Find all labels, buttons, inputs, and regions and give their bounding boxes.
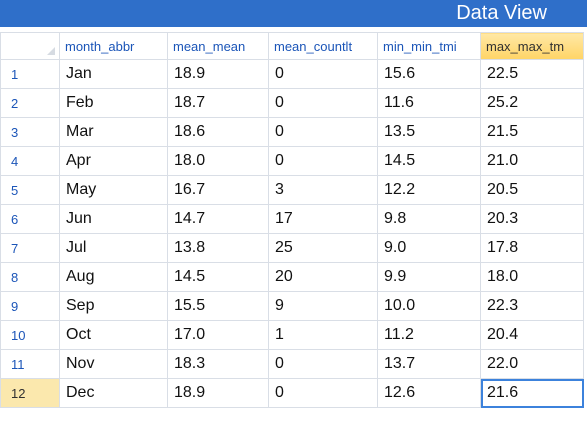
table-cell[interactable]: 17.0	[167, 320, 269, 350]
table-row: 6 Jun 14.7 17 9.8 20.3	[0, 204, 584, 234]
column-header[interactable]: month_abbr	[59, 32, 168, 60]
table-cell[interactable]: 0	[268, 117, 378, 147]
table-cell[interactable]: 20.5	[480, 175, 584, 205]
table-cell[interactable]: 21.5	[480, 117, 584, 147]
row-number[interactable]: 8	[0, 262, 60, 292]
table-cell[interactable]: 20.3	[480, 204, 584, 234]
table-cell[interactable]: 18.9	[167, 59, 269, 89]
data-grid: month_abbr mean_mean mean_countlt min_mi…	[0, 32, 584, 408]
table-cell[interactable]: Jul	[59, 233, 168, 263]
table-cell[interactable]: Jan	[59, 59, 168, 89]
table-cell[interactable]: Jun	[59, 204, 168, 234]
table-row: 5 May 16.7 3 12.2 20.5	[0, 175, 584, 205]
row-number[interactable]: 2	[0, 88, 60, 118]
row-number[interactable]: 9	[0, 291, 60, 321]
table-cell[interactable]: Dec	[59, 378, 168, 408]
table-cell[interactable]: 16.7	[167, 175, 269, 205]
table-cell[interactable]: 13.8	[167, 233, 269, 263]
column-header[interactable]: mean_mean	[167, 32, 269, 60]
row-number[interactable]: 11	[0, 349, 60, 379]
table-row: 4 Apr 18.0 0 14.5 21.0	[0, 146, 584, 176]
table-cell[interactable]: 14.7	[167, 204, 269, 234]
row-number[interactable]: 6	[0, 204, 60, 234]
table-cell[interactable]: 18.0	[167, 146, 269, 176]
title-bar: Data View	[0, 0, 587, 27]
table-cell[interactable]: May	[59, 175, 168, 205]
table-cell[interactable]: Apr	[59, 146, 168, 176]
column-header[interactable]: min_min_tmi	[377, 32, 481, 60]
row-number[interactable]: 1	[0, 59, 60, 89]
table-cell[interactable]: Sep	[59, 291, 168, 321]
table-cell[interactable]: 13.5	[377, 117, 481, 147]
table-cell[interactable]: 9.9	[377, 262, 481, 292]
table-row: 8 Aug 14.5 20 9.9 18.0	[0, 262, 584, 292]
row-number[interactable]: 4	[0, 146, 60, 176]
table-cell[interactable]: 22.0	[480, 349, 584, 379]
table-cell[interactable]: 18.6	[167, 117, 269, 147]
row-number[interactable]: 7	[0, 233, 60, 263]
table-cell[interactable]: 22.3	[480, 291, 584, 321]
header-row: month_abbr mean_mean mean_countlt min_mi…	[0, 32, 584, 60]
table-cell[interactable]: 11.2	[377, 320, 481, 350]
table-cell[interactable]: 10.0	[377, 291, 481, 321]
table-cell[interactable]: 9.0	[377, 233, 481, 263]
table-cell[interactable]: 13.7	[377, 349, 481, 379]
table-cell[interactable]: 0	[268, 59, 378, 89]
table-cell[interactable]: 9.8	[377, 204, 481, 234]
table-cell[interactable]: 15.6	[377, 59, 481, 89]
column-header[interactable]: mean_countlt	[268, 32, 378, 60]
table-cell[interactable]: 15.5	[167, 291, 269, 321]
table-cell[interactable]: Nov	[59, 349, 168, 379]
table-cell[interactable]: 17.8	[480, 233, 584, 263]
table-cell[interactable]: 14.5	[377, 146, 481, 176]
table-cell[interactable]: 17	[268, 204, 378, 234]
table-row: 12 Dec 18.9 0 12.6 21.6	[0, 378, 584, 408]
table-cell[interactable]: 14.5	[167, 262, 269, 292]
table-row: 3 Mar 18.6 0 13.5 21.5	[0, 117, 584, 147]
table-cell[interactable]: Mar	[59, 117, 168, 147]
select-all-corner[interactable]	[0, 32, 60, 60]
table-cell[interactable]: 12.6	[377, 378, 481, 408]
table-cell[interactable]: 12.2	[377, 175, 481, 205]
table-cell[interactable]: 9	[268, 291, 378, 321]
table-cell[interactable]: 21.6	[480, 378, 584, 408]
table-cell[interactable]: 1	[268, 320, 378, 350]
table-cell[interactable]: 0	[268, 349, 378, 379]
row-number[interactable]: 10	[0, 320, 60, 350]
table-cell[interactable]: 20	[268, 262, 378, 292]
table-cell[interactable]: 18.3	[167, 349, 269, 379]
table-cell[interactable]: 25	[268, 233, 378, 263]
row-number[interactable]: 5	[0, 175, 60, 205]
table-cell[interactable]: 18.0	[480, 262, 584, 292]
table-row: 1 Jan 18.9 0 15.6 22.5	[0, 59, 584, 89]
table-cell[interactable]: 22.5	[480, 59, 584, 89]
table-cell[interactable]: 21.0	[480, 146, 584, 176]
table-row: 11 Nov 18.3 0 13.7 22.0	[0, 349, 584, 379]
column-header-active[interactable]: max_max_tm	[480, 32, 584, 60]
table-cell[interactable]: Feb	[59, 88, 168, 118]
table-row: 7 Jul 13.8 25 9.0 17.8	[0, 233, 584, 263]
table-cell[interactable]: 20.4	[480, 320, 584, 350]
table-cell[interactable]: 11.6	[377, 88, 481, 118]
table-cell[interactable]: 3	[268, 175, 378, 205]
table-row: 10 Oct 17.0 1 11.2 20.4	[0, 320, 584, 350]
row-number[interactable]: 3	[0, 117, 60, 147]
table-cell[interactable]: 18.7	[167, 88, 269, 118]
corner-triangle-icon	[47, 47, 55, 55]
table-cell[interactable]: 0	[268, 88, 378, 118]
row-number[interactable]: 12	[0, 378, 60, 408]
table-cell[interactable]: 18.9	[167, 378, 269, 408]
table-cell[interactable]: Oct	[59, 320, 168, 350]
table-cell[interactable]: 0	[268, 378, 378, 408]
table-cell[interactable]: Aug	[59, 262, 168, 292]
table-row: 2 Feb 18.7 0 11.6 25.2	[0, 88, 584, 118]
table-cell[interactable]: 0	[268, 146, 378, 176]
window-title: Data View	[456, 2, 547, 24]
table-row: 9 Sep 15.5 9 10.0 22.3	[0, 291, 584, 321]
table-cell[interactable]: 25.2	[480, 88, 584, 118]
